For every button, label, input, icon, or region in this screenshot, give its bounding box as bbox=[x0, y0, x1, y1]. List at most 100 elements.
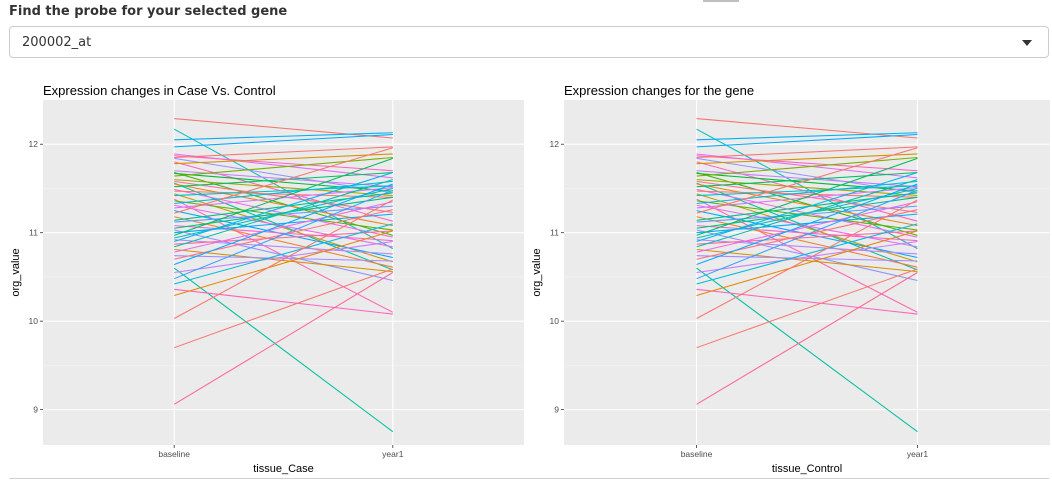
series-line bbox=[174, 133, 393, 148]
series-line bbox=[174, 147, 393, 214]
series-line bbox=[173, 272, 394, 405]
series-line bbox=[696, 180, 918, 205]
series-line bbox=[174, 155, 393, 172]
series-line bbox=[174, 255, 393, 262]
series-line bbox=[174, 205, 393, 223]
series-line bbox=[174, 225, 393, 242]
series-line bbox=[696, 153, 918, 165]
series-line bbox=[174, 183, 393, 266]
series-line bbox=[174, 230, 393, 245]
chart-title: Expression changes for the gene bbox=[564, 83, 754, 98]
y-axis-label: org_value bbox=[531, 248, 543, 296]
x-tick-label: year1 bbox=[382, 449, 404, 459]
y-axis-label: org_value bbox=[10, 248, 22, 296]
series-line bbox=[696, 199, 918, 319]
series-line bbox=[696, 200, 918, 231]
series-line bbox=[696, 241, 918, 274]
probe-select-value: 200002_at bbox=[22, 35, 92, 50]
probe-select-label: Find the probe for your selected gene bbox=[9, 4, 288, 19]
y-tick-label: 9 bbox=[33, 405, 38, 415]
series-line bbox=[174, 216, 393, 268]
series-line bbox=[174, 268, 393, 349]
caret-down-icon[interactable] bbox=[1022, 40, 1032, 46]
series-line bbox=[696, 183, 918, 227]
x-tick-label: baseline bbox=[158, 449, 190, 459]
plot-panel bbox=[43, 100, 524, 445]
series-line bbox=[696, 193, 918, 263]
series-line bbox=[174, 172, 393, 188]
series-line bbox=[696, 272, 918, 405]
series-line bbox=[696, 216, 918, 268]
series-line bbox=[696, 255, 918, 262]
series-line bbox=[696, 156, 918, 177]
series-line bbox=[696, 147, 918, 214]
y-tick-label: 10 bbox=[29, 316, 39, 326]
series-line bbox=[173, 199, 394, 319]
series-line bbox=[173, 267, 394, 433]
series-line bbox=[174, 183, 393, 227]
series-line bbox=[696, 161, 918, 222]
series-line bbox=[174, 180, 393, 205]
series-line bbox=[174, 229, 393, 281]
series-line bbox=[696, 179, 918, 248]
series-line bbox=[174, 157, 393, 236]
series-line bbox=[174, 161, 393, 222]
y-tick-label: 10 bbox=[550, 316, 560, 326]
series-line bbox=[174, 153, 393, 165]
x-tick-label: year1 bbox=[907, 449, 929, 459]
series-line bbox=[696, 172, 918, 192]
series-line bbox=[174, 118, 393, 139]
series-line bbox=[174, 193, 393, 263]
series-line bbox=[174, 172, 393, 243]
series-line bbox=[174, 241, 393, 274]
y-tick-label: 9 bbox=[554, 405, 559, 415]
series-line bbox=[696, 172, 918, 188]
series-line bbox=[696, 267, 918, 433]
series-line bbox=[174, 179, 393, 197]
series-line bbox=[696, 223, 918, 285]
chart-title: Expression changes in Case Vs. Control bbox=[43, 83, 276, 98]
series-line bbox=[696, 225, 918, 242]
series-line bbox=[174, 185, 393, 197]
series-line bbox=[174, 204, 393, 248]
series-line bbox=[696, 229, 918, 281]
series-line bbox=[696, 172, 918, 243]
case-control-chart: 9 10 11 12 baseline year1 Expression changes i… bbox=[10, 83, 524, 475]
y-tick-label: 11 bbox=[29, 228, 38, 238]
x-tick-label: baseline bbox=[681, 449, 713, 459]
series-line bbox=[696, 132, 918, 141]
series-line bbox=[696, 179, 918, 197]
series-line bbox=[173, 189, 394, 280]
y-tick-label: 11 bbox=[550, 228, 559, 238]
series-line bbox=[696, 288, 918, 315]
series-line bbox=[696, 183, 918, 266]
gene-chart: 9 10 11 12 baseline year1 Expression changes f… bbox=[531, 83, 1050, 475]
series-line bbox=[174, 223, 393, 285]
series-line bbox=[174, 146, 393, 159]
series-line bbox=[696, 248, 918, 273]
series-line bbox=[696, 155, 918, 172]
series-line bbox=[696, 201, 918, 253]
x-axis-label: tissue_Control bbox=[772, 463, 842, 475]
series-line bbox=[696, 204, 918, 248]
series-line bbox=[696, 205, 918, 223]
series-line bbox=[696, 189, 918, 280]
series-line bbox=[696, 268, 918, 349]
series-line bbox=[174, 248, 393, 273]
x-axis-label: tissue_Case bbox=[253, 463, 314, 475]
y-tick-label: 12 bbox=[29, 139, 39, 149]
series-line bbox=[696, 185, 918, 197]
series-line bbox=[696, 230, 918, 245]
series-line bbox=[174, 201, 393, 253]
y-tick-label: 12 bbox=[550, 139, 560, 149]
plot-panel bbox=[564, 100, 1050, 445]
series-line bbox=[696, 146, 918, 159]
series-line bbox=[174, 172, 393, 192]
series-line bbox=[174, 156, 393, 177]
series-line bbox=[174, 230, 393, 297]
probe-select[interactable]: 200002_at bbox=[9, 26, 1049, 58]
top-divider bbox=[703, 0, 739, 2]
series-line bbox=[696, 133, 918, 148]
series-line bbox=[174, 179, 393, 248]
bottom-divider bbox=[9, 478, 1049, 479]
